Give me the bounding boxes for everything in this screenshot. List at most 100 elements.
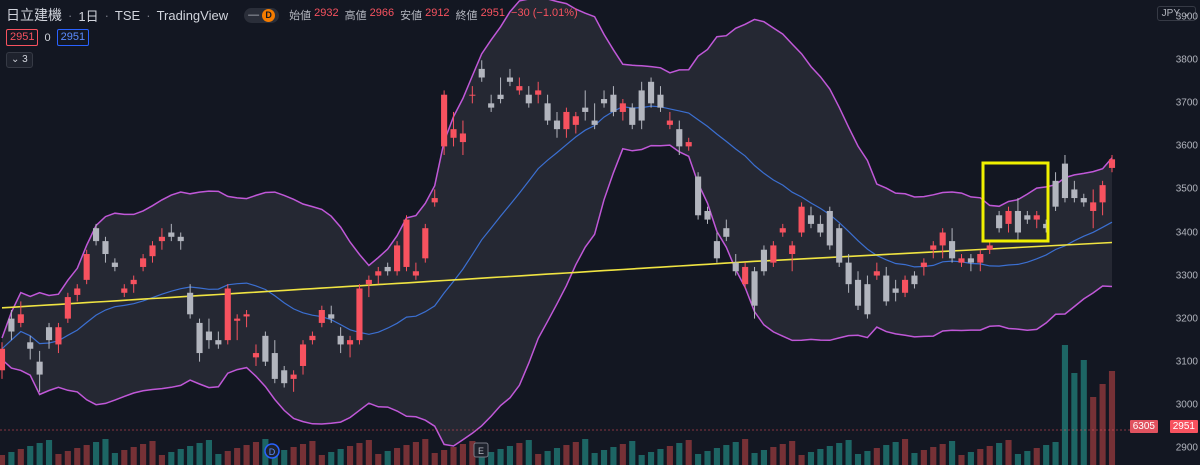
candle: [685, 137, 692, 151]
candle: [1033, 210, 1040, 229]
candle: [516, 77, 523, 95]
bollinger-lower-line: [1, 144, 1113, 447]
volume-bar: [789, 441, 796, 465]
chart-header: 日立建機 · 1日 · TSE · TradingView — D 始値 2932…: [6, 5, 581, 25]
candle: [187, 284, 194, 319]
candle: [1108, 155, 1116, 173]
candle: [215, 331, 222, 349]
high-value: 2966: [369, 7, 395, 19]
candle: [252, 344, 260, 366]
volume-bar: [1043, 445, 1050, 465]
candle: [648, 77, 655, 108]
candle: [281, 365, 288, 388]
candle: [544, 94, 551, 125]
candle: [506, 68, 514, 87]
volume-bar: [751, 453, 758, 465]
price-tick: 3700: [1175, 97, 1198, 109]
candle: [779, 223, 786, 237]
volume-bar: [177, 449, 184, 465]
candle: [789, 241, 796, 272]
volume-bar: [986, 446, 993, 465]
volume-bar: [1080, 360, 1087, 465]
volume-bar: [817, 449, 824, 465]
candle: [121, 284, 128, 298]
volume-bar: [996, 443, 1003, 465]
candle: [130, 275, 137, 293]
candle: [930, 241, 937, 259]
indicator-value-blue[interactable]: 2951: [56, 29, 90, 46]
volume-bar: [0, 455, 6, 465]
volume-bar: [74, 448, 81, 465]
candle: [158, 228, 165, 250]
volume-bar: [215, 454, 222, 465]
volume-bar: [779, 444, 786, 465]
volume-bar: [516, 443, 523, 465]
delay-toggle[interactable]: — D: [244, 7, 280, 23]
volume-bar: [1052, 442, 1059, 465]
separator: ·: [146, 7, 151, 23]
earnings-marker[interactable]: E: [473, 442, 489, 458]
volume-bar: [638, 455, 645, 465]
volume-bar: [826, 446, 833, 465]
indicator-value-red[interactable]: 2951: [6, 29, 39, 46]
volume-bar: [958, 455, 965, 465]
currency-selector[interactable]: JPY ⌄: [1156, 6, 1196, 21]
candle: [290, 370, 297, 392]
candle: [977, 249, 984, 272]
indicator-row: 2951 0 2951: [6, 29, 90, 46]
candle: [478, 60, 485, 82]
candle: [864, 275, 871, 319]
candle: [469, 86, 476, 104]
candle: [93, 223, 100, 246]
candle: [704, 206, 711, 224]
candle: [582, 90, 589, 121]
volume-bar: [977, 449, 984, 465]
candle: [149, 241, 156, 263]
volume-bar: [732, 442, 739, 465]
volume-bar: [431, 453, 438, 465]
volume-bar: [1005, 440, 1012, 465]
volume-bar: [760, 450, 768, 465]
volume-bar: [666, 446, 673, 465]
volume-bar: [572, 442, 579, 465]
dividend-marker[interactable]: D: [264, 443, 280, 459]
volume-bar: [234, 448, 241, 465]
candle: [770, 241, 777, 267]
volume-bar: [187, 446, 194, 465]
candle: [1061, 155, 1069, 203]
candle: [563, 107, 570, 138]
candle: [657, 86, 664, 112]
interval-label[interactable]: 1日: [78, 8, 99, 24]
volume-bar: [252, 442, 260, 465]
volume-bar: [854, 454, 862, 465]
volume-bar: [883, 445, 890, 465]
candle: [177, 232, 184, 250]
volume-bar: [713, 448, 720, 465]
indicators-collapse-button[interactable]: ⌄ 3: [6, 52, 33, 68]
volume-bar: [770, 447, 777, 465]
candle: [328, 305, 335, 323]
highlight-box[interactable]: [981, 161, 1050, 243]
high-label: 高値: [344, 10, 367, 22]
symbol-name[interactable]: 日立建機: [6, 7, 62, 23]
exchange-label: TSE: [114, 7, 141, 23]
candle: [572, 111, 579, 134]
volume-bar: [64, 451, 71, 465]
price-axis[interactable]: 3900 3800 3700 3600 3500 3400 3300 3200 3100 3000…: [1160, 0, 1200, 465]
price-tick: 3400: [1175, 227, 1198, 238]
volume-bar: [676, 443, 683, 465]
candle: [666, 111, 673, 130]
candle: [798, 202, 805, 237]
volume-bar: [949, 441, 956, 465]
volume-bar: [93, 442, 100, 465]
change-value: −30 (−1.01%): [511, 7, 578, 19]
candle: [168, 223, 175, 242]
candle: [676, 120, 683, 155]
candle: [271, 340, 278, 384]
volume-bar: [704, 451, 711, 465]
candle: [591, 103, 598, 130]
candle: [441, 90, 448, 155]
candle: [996, 210, 1003, 233]
volume-bar: [318, 455, 325, 465]
